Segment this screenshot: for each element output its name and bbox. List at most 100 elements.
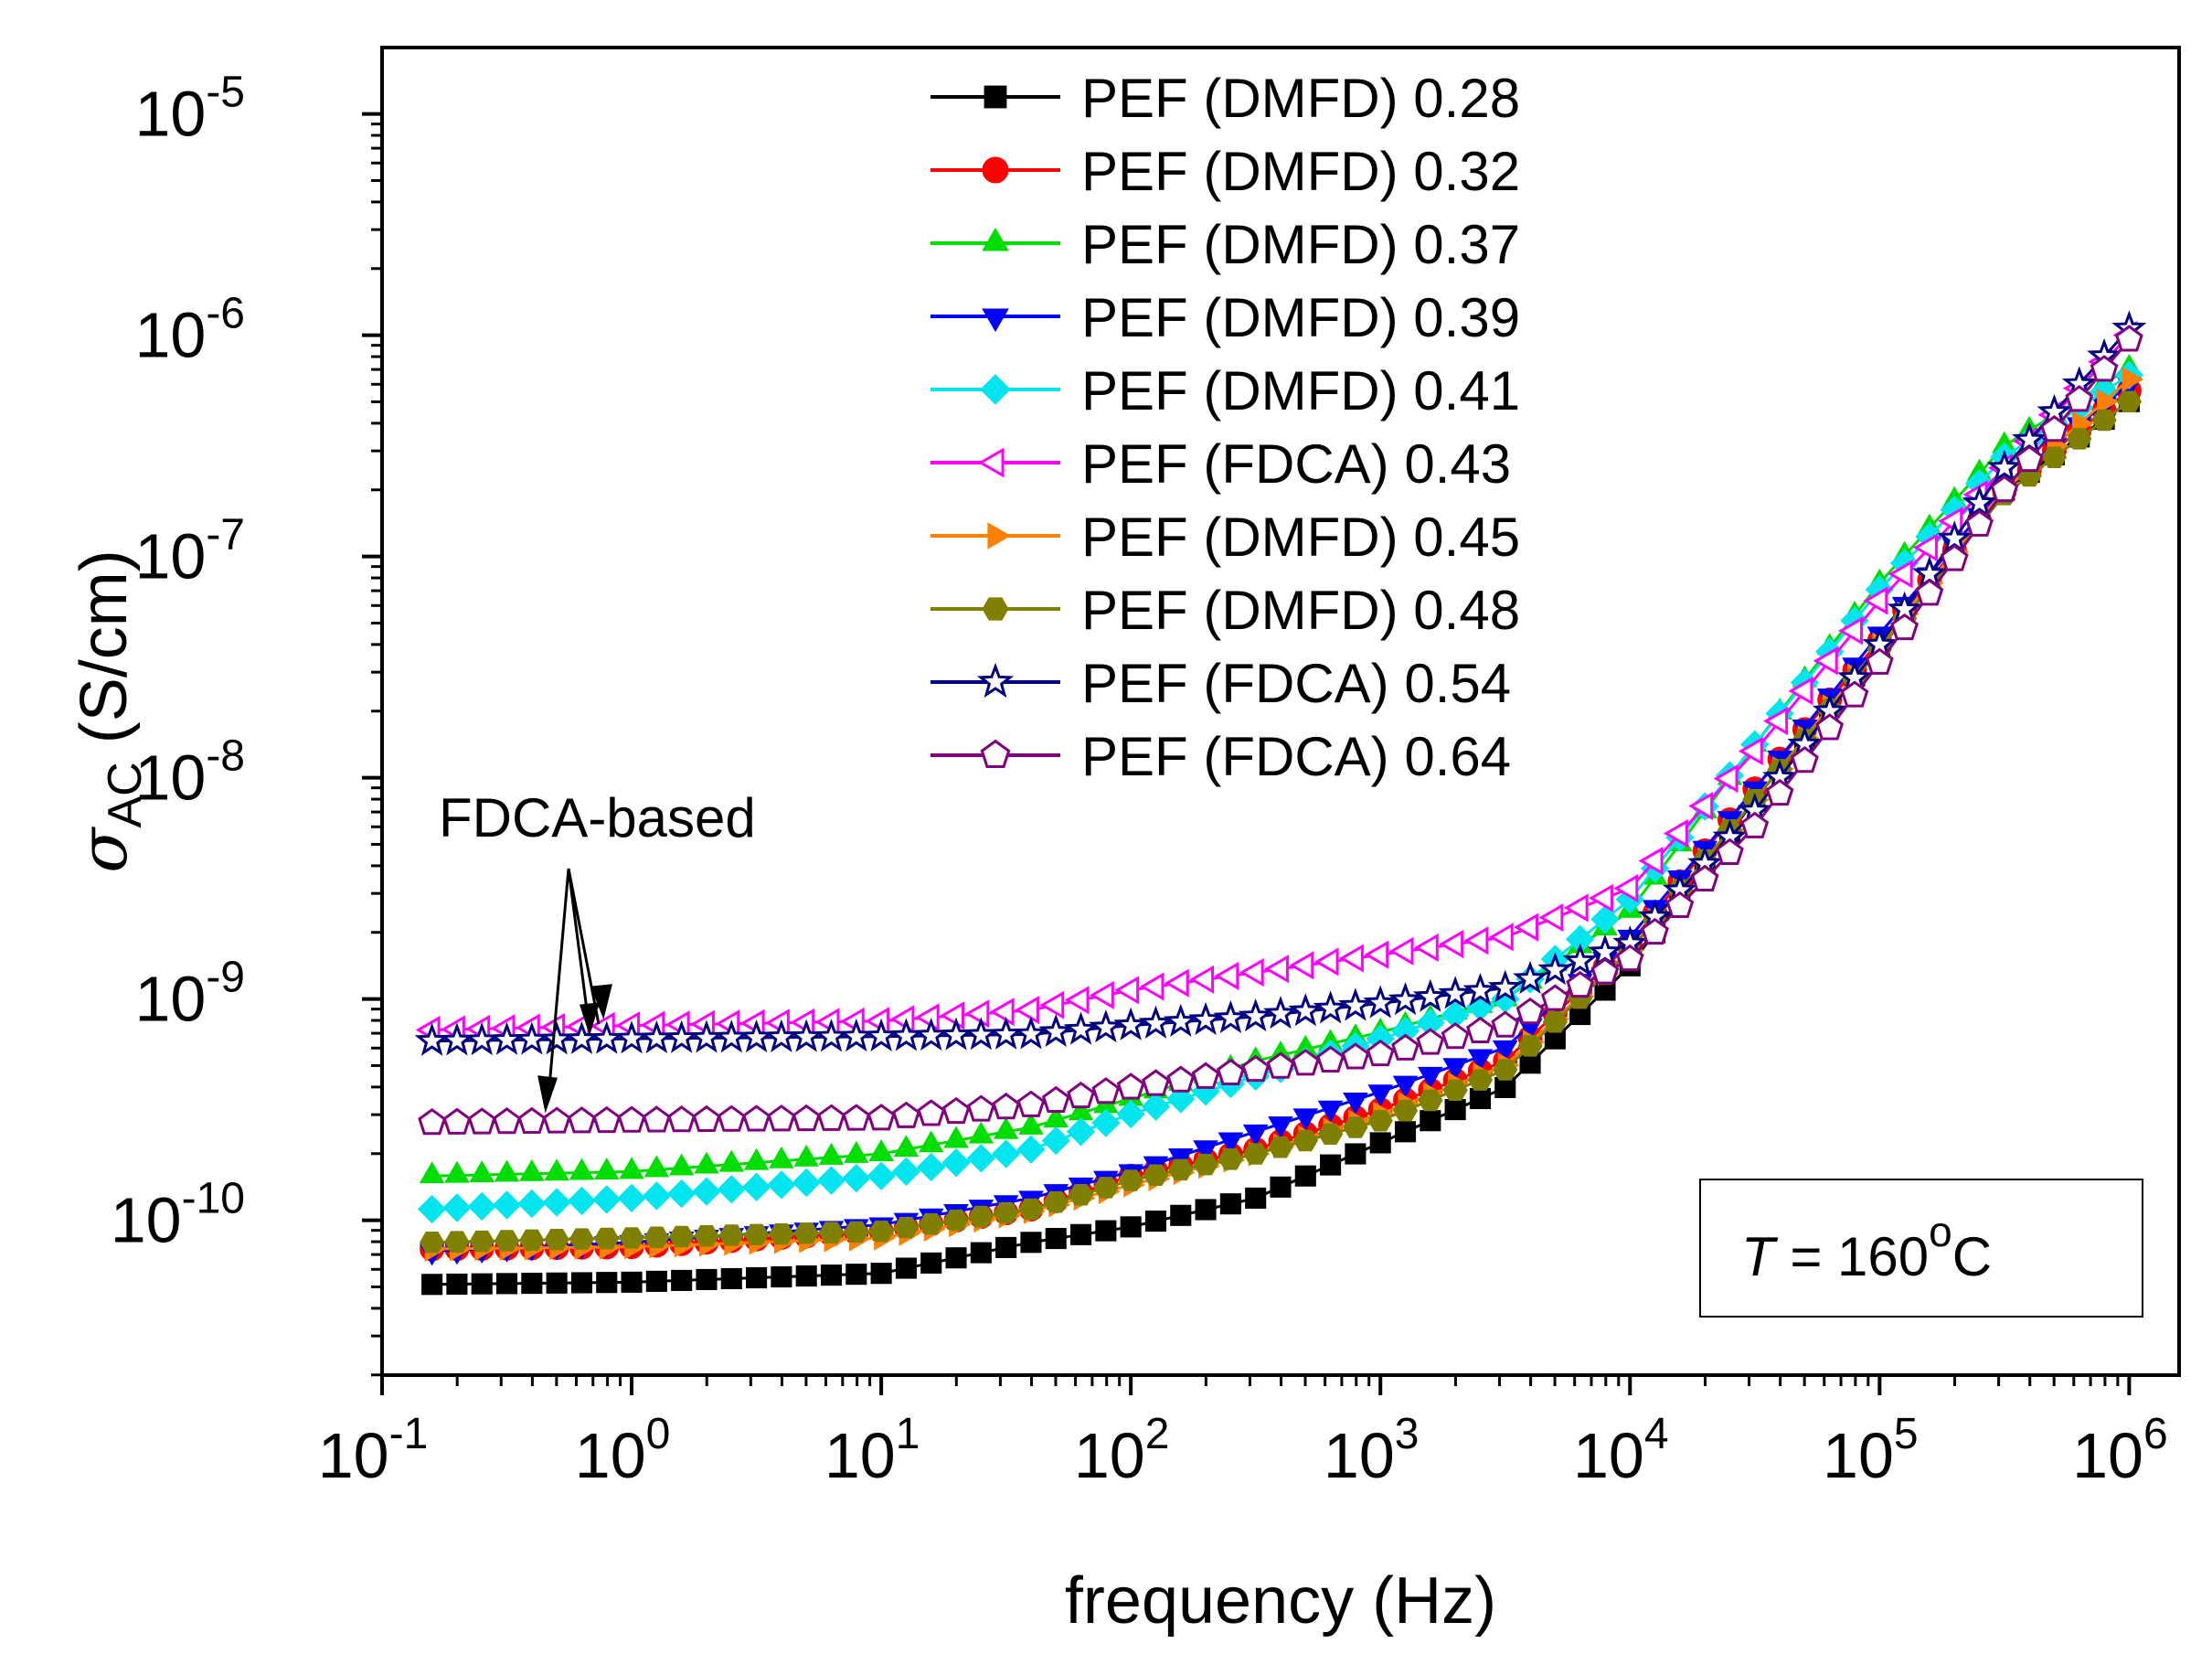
data-point bbox=[1863, 586, 1888, 615]
data-point bbox=[694, 1151, 719, 1174]
legend-item: PEF (FDCA) 0.43 bbox=[931, 433, 1511, 495]
data-point bbox=[1388, 936, 1414, 966]
data-point bbox=[992, 1093, 1021, 1120]
data-point bbox=[966, 1094, 995, 1122]
y-tick-label: 10-7 bbox=[134, 511, 245, 592]
data-point bbox=[918, 1130, 944, 1153]
data-point bbox=[2122, 367, 2144, 392]
data-point bbox=[1120, 1216, 1142, 1238]
data-point bbox=[966, 1144, 995, 1173]
data-point bbox=[1513, 960, 1548, 994]
data-point bbox=[1270, 1176, 1292, 1198]
data-point bbox=[421, 1274, 443, 1296]
data-point bbox=[1114, 976, 1140, 1005]
x-tick-label: 102 bbox=[1074, 1410, 1170, 1491]
legend-label: PEF (FDCA) 0.43 bbox=[1081, 433, 1511, 495]
y-axis-title: σAC (S/cm) bbox=[65, 550, 152, 872]
data-point bbox=[621, 1271, 643, 1293]
data-point bbox=[1219, 1193, 1241, 1215]
data-point bbox=[1116, 1072, 1145, 1100]
data-point bbox=[1243, 1143, 1269, 1165]
data-point bbox=[1514, 912, 1539, 942]
data-point bbox=[1418, 1089, 1443, 1112]
data-point bbox=[420, 1232, 445, 1254]
y-tick-base: 10 bbox=[134, 742, 206, 814]
data-point bbox=[2015, 444, 2044, 473]
data-point bbox=[767, 1170, 796, 1200]
fdca-arrows bbox=[537, 868, 612, 1114]
data-point bbox=[1218, 1148, 1243, 1170]
data-point bbox=[493, 1107, 521, 1135]
data-point bbox=[1713, 764, 1739, 794]
data-point bbox=[1962, 485, 1997, 518]
y-tick-label: 10-5 bbox=[134, 69, 245, 150]
data-point bbox=[913, 1018, 949, 1051]
data-point bbox=[619, 1157, 644, 1179]
data-point bbox=[763, 1019, 799, 1052]
data-point bbox=[442, 1107, 472, 1135]
data-point bbox=[920, 1252, 942, 1274]
x-axis-title: frequency (Hz) bbox=[1065, 1564, 1496, 1638]
data-point bbox=[694, 1225, 719, 1247]
x-tick-label: 103 bbox=[1324, 1410, 1420, 1491]
temperature-eq: = 160 bbox=[1775, 1226, 1930, 1287]
data-point bbox=[994, 1201, 1019, 1224]
data-point bbox=[1313, 990, 1348, 1024]
data-point bbox=[980, 739, 1011, 768]
data-point bbox=[471, 1273, 493, 1295]
x-tick-base: 10 bbox=[318, 1420, 389, 1491]
y-tick-exponent: -6 bbox=[206, 290, 245, 338]
data-point bbox=[982, 597, 1009, 621]
data-point bbox=[976, 662, 1015, 699]
data-point bbox=[1462, 972, 1498, 1007]
x-tick-label: 106 bbox=[2072, 1410, 2168, 1491]
data-point bbox=[1141, 1092, 1171, 1121]
data-point bbox=[1493, 1059, 1518, 1081]
data-point bbox=[895, 1257, 917, 1279]
data-point bbox=[667, 1105, 697, 1133]
data-point bbox=[1213, 999, 1249, 1034]
data-point bbox=[1492, 1040, 1518, 1062]
data-point bbox=[1320, 1154, 1342, 1176]
data-point bbox=[1289, 951, 1314, 980]
data-point bbox=[1562, 943, 1598, 976]
data-point bbox=[1268, 1136, 1293, 1158]
data-point bbox=[1067, 1081, 1095, 1109]
data-point bbox=[1589, 883, 1613, 912]
data-point bbox=[1020, 1232, 1042, 1254]
data-point bbox=[917, 1152, 946, 1182]
data-point bbox=[469, 1160, 495, 1182]
data-point bbox=[2115, 325, 2143, 352]
data-point bbox=[1316, 1045, 1345, 1072]
data-point bbox=[1467, 1049, 1494, 1072]
x-tick-exponent: 1 bbox=[896, 1410, 920, 1458]
x-tick-exponent: 3 bbox=[1395, 1410, 1420, 1458]
data-point bbox=[1013, 1016, 1048, 1050]
legend-label: PEF (DMFD) 0.48 bbox=[1081, 580, 1520, 641]
legend-label: PEF (DMFD) 0.32 bbox=[1081, 141, 1520, 202]
data-point bbox=[519, 1229, 545, 1252]
data-point bbox=[642, 1105, 671, 1133]
data-point bbox=[771, 1266, 792, 1288]
data-point bbox=[1740, 811, 1770, 838]
data-point bbox=[941, 1096, 971, 1125]
fdca-arrow-head bbox=[537, 1075, 558, 1114]
data-point bbox=[868, 1139, 894, 1161]
data-point bbox=[892, 1101, 920, 1128]
data-point bbox=[1615, 944, 1644, 972]
data-point bbox=[1343, 1116, 1368, 1138]
data-point bbox=[963, 1017, 999, 1051]
data-point bbox=[1118, 1169, 1143, 1191]
x-tick-base: 10 bbox=[2072, 1420, 2143, 1491]
fdca-arrow-head bbox=[590, 984, 612, 1019]
data-point bbox=[1540, 984, 1569, 1011]
legend-label: PEF (DMFD) 0.41 bbox=[1081, 360, 1520, 422]
y-tick-base: 10 bbox=[134, 300, 206, 371]
data-point bbox=[995, 1236, 1017, 1258]
data-point bbox=[717, 1104, 746, 1132]
legend-item: PEF (FDCA) 0.64 bbox=[931, 726, 1511, 787]
data-point bbox=[2097, 389, 2120, 415]
data-point bbox=[984, 85, 1007, 109]
data-point bbox=[1590, 904, 1620, 934]
data-point bbox=[1217, 1058, 1245, 1085]
